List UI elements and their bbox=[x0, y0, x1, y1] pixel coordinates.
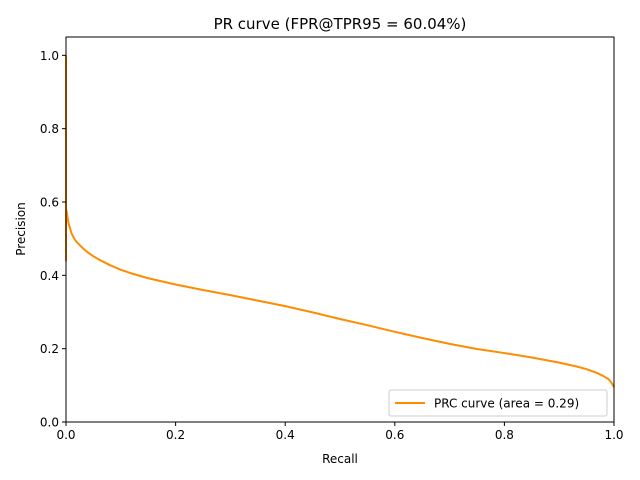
x-tick-label: 1.0 bbox=[604, 428, 623, 442]
y-tick-label: 0.8 bbox=[40, 122, 59, 136]
plot-area: 0.0 0.2 0.4 0.6 0.8 1.0 0.0 0.2 0.4 0.6 0.8 1.0 bbox=[40, 36, 624, 442]
legend-label: PRC curve (area = 0.29) bbox=[434, 397, 579, 411]
legend-frame bbox=[388, 389, 608, 417]
plot-frame bbox=[65, 36, 615, 423]
y-axis-label: Precision bbox=[14, 202, 28, 256]
x-axis-label: Recall bbox=[322, 452, 358, 466]
chart-title: PR curve (FPR@TPR95 = 60.04%) bbox=[214, 15, 467, 33]
y-tick-label: 0.2 bbox=[40, 342, 59, 356]
x-tick-label: 0.2 bbox=[166, 428, 185, 442]
y-tick-label: 0.6 bbox=[40, 196, 59, 210]
x-tick-label: 0.6 bbox=[385, 428, 404, 442]
series-line-0 bbox=[65, 55, 615, 388]
x-tick-label: 0.8 bbox=[495, 428, 514, 442]
legend: PRC curve (area = 0.29) bbox=[388, 389, 608, 417]
x-tick-label: 0.0 bbox=[56, 428, 75, 442]
y-tick-label: 0.4 bbox=[40, 269, 59, 283]
y-tick-label: 1.0 bbox=[40, 49, 59, 63]
y-tick-label: 0.0 bbox=[40, 416, 59, 430]
x-tick-label: 0.4 bbox=[276, 428, 295, 442]
